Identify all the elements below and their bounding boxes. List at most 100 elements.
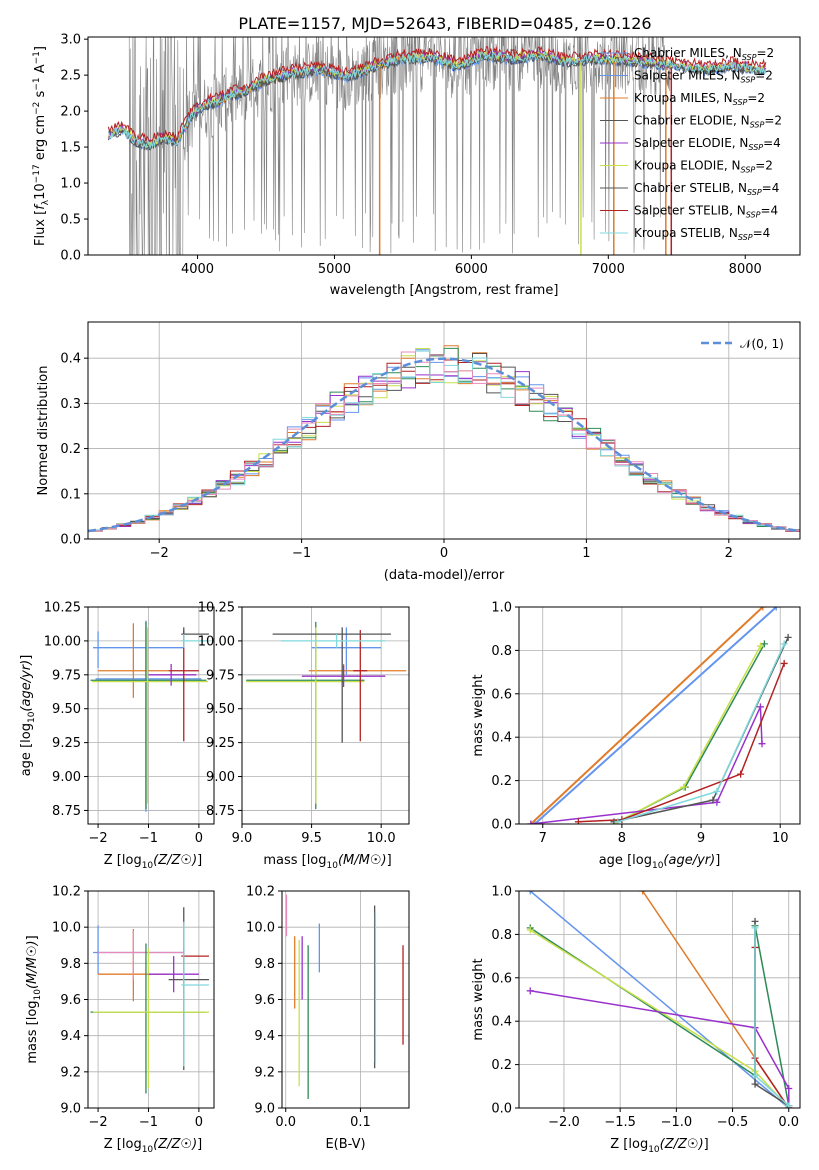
legend-label: Chabrier ELODIE, N [634,114,750,128]
y-tick-label: 0.4 [491,1015,512,1030]
legend-entry: Salpeter STELIB, NSSP=4 [634,204,778,220]
weight-marker [756,703,764,711]
spectrum-model-line [108,45,767,143]
mass-vs-Z-xlabel-part: Z [log [104,1137,142,1152]
weight-marker [780,659,788,667]
age-vs-mass-frame [241,606,410,825]
spectrum-data-line [128,37,670,255]
y-tick-label: 9.75 [206,668,235,683]
y-tick-label: 10.00 [198,634,235,649]
spectrum-ylabel-part: −2 [32,102,42,115]
residuals-xlabel: (data-model)/error [384,568,505,583]
weight-marker [751,924,759,932]
weight-vs-Z-lines [526,891,793,1108]
y-tick-label: 9.2 [254,1065,275,1080]
weight-vs-age-xlabel: age [log10(age/yr)] [599,853,721,871]
legend-suffix: =4 [753,226,771,240]
age-vs-Z-ylabel-sub: 10 [27,711,37,723]
legend-label: Salpeter STELIB, N [634,204,746,218]
weight-marker [614,818,622,824]
weight-marker [785,1102,793,1108]
weight-line [530,706,763,824]
y-tick-label: 10.2 [246,885,275,900]
y-tick-label: 0.1 [60,487,81,502]
mass-vs-Z-marks [90,907,209,1094]
legend-suffix: =2 [755,159,773,173]
age-vs-Z-ylabel-part: ] [19,655,34,660]
weight-marker [772,607,780,611]
weight-line [529,925,790,1106]
spectrum-ylabel-part: A [33,64,48,77]
y-tick-label: 0.5 [60,213,81,228]
x-tick-label: −2.0 [548,1115,580,1130]
x-tick-label: 2 [725,546,733,561]
weight-vs-Z-xlabel-part: (Z/Z☉) [660,1137,704,1152]
weight-marker [760,640,768,648]
weight-vs-Z-xlabel-part: ] [704,1137,709,1152]
y-tick-label: 0.0 [60,249,81,264]
weight-vs-age-xlabel-part: (age/yr) [663,853,715,868]
legend-entry: Salpeter ELODIE, NSSP=4 [634,136,781,152]
weight-vs-age-lines [527,607,792,824]
x-tick-label: 0.1 [350,1115,371,1130]
legend-label: Salpeter MILES, N [634,69,741,83]
mass-vs-Z-axes: −2 −1 0 9.0 9.2 9.4 9.6 9.8 10.0 10.2 [52,885,214,1130]
spectrum-frame [87,36,801,256]
y-tick-label: 9.00 [52,770,81,785]
legend-entry: Kroupa STELIB, NSSP=4 [634,226,770,242]
legend-suffix: =2 [755,69,773,83]
mass-vs-Z-ylabel-sub: 10 [33,989,43,1001]
weight-marker [784,633,792,641]
y-tick-label: 9.25 [206,736,235,751]
figure-title: PLATE=1157, MJD=52643, FIBERID=0485, z=0… [238,14,651,33]
residual-histogram-step [88,351,800,534]
weight-marker [709,796,717,804]
spectrum-ylabel-part: Flux [ [33,210,48,246]
age-vs-Z-frame [87,606,215,825]
x-tick-label: 8000 [729,262,762,277]
x-tick-label: −2 [88,1115,107,1130]
legend-sub: SSP [746,211,761,220]
y-tick-label: 0.3 [60,397,81,412]
weight-marker [639,891,647,895]
y-tick-label: 9.6 [254,993,275,1008]
weight-marker [751,1071,759,1079]
y-tick-label: 1.0 [60,177,81,192]
mass-vs-Z-xlabel-part: (Z/Z☉) [153,1137,197,1152]
y-tick-label: 9.0 [254,1102,275,1117]
y-tick-label: 9.50 [52,702,81,717]
x-tick-label: −1 [292,546,311,561]
y-tick-label: 9.8 [254,957,275,972]
weight-line [578,663,785,823]
y-tick-label: 0.0 [60,533,81,548]
x-tick-label: 1 [582,546,590,561]
weight-line [613,645,762,824]
x-tick-label: −0.5 [717,1115,749,1130]
age-vs-Z-ylabel: age [log10(age/yr)] [19,655,37,777]
y-tick-label: 0.4 [60,352,81,367]
x-tick-label: 0 [195,831,203,846]
x-tick-label: −1 [139,1115,158,1130]
weight-marker [680,783,688,791]
weight-marker [527,820,535,824]
legend-suffix: =2 [756,46,774,60]
y-tick-label: 1.5 [60,141,81,156]
legend-sub: SSP [741,76,756,85]
legend-sub: SSP [741,166,756,175]
weight-line [530,607,764,824]
weight-marker [526,987,534,995]
y-tick-label: 1.0 [491,885,512,900]
weight-marker [758,740,766,748]
age-vs-Z-xlabel-part: ] [197,853,202,868]
legend-label: Kroupa ELODIE, N [634,159,741,173]
weight-marker [737,770,745,778]
weight-vs-Z-axes: −2.0 −1.5 −1.0 −0.5 0.0 0.0 0.2 0.4 0.6 0.8 1.0 [491,885,800,1130]
mass-vs-Z-xlabel: Z [log10(Z/Z☉)] [104,1137,202,1155]
legend-label: Kroupa STELIB, N [634,226,738,240]
weight-line [617,643,766,823]
spectrum-ylabel-part: −1 [32,77,42,90]
weight-vs-age-xlabel-part: ] [715,853,720,868]
y-tick-label: 8.75 [206,804,235,819]
mass-vs-Z-ylabel-part: (M/M☉) [25,940,40,989]
y-tick-label: 0.2 [60,442,81,457]
